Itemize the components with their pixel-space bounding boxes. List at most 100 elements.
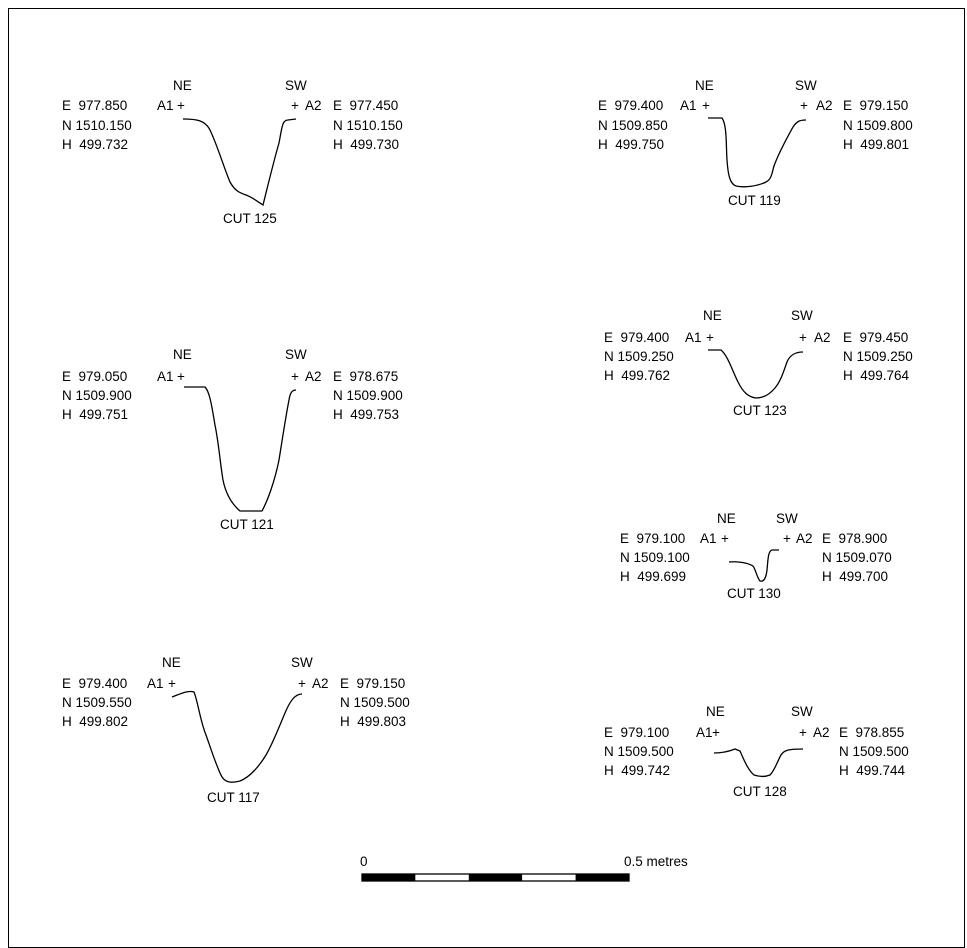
section-cut-117: NE SW E 979.400 A1 + N 1509.550 H 499.80… [62, 655, 410, 805]
sw-label: SW [791, 308, 813, 323]
a2-easting: E 978.900 [822, 531, 887, 546]
a1-easting: E 979.400 [598, 98, 663, 113]
ne-label: NE [173, 78, 192, 93]
a1-northing: N 1510.150 [62, 118, 132, 133]
cut-125-profile [182, 118, 297, 207]
a1-northing: N 1509.850 [598, 118, 668, 133]
a2-label: A2 [796, 531, 813, 546]
a2-point-marker: + [298, 676, 306, 691]
a1-point-marker: + [177, 98, 185, 113]
a2-easting: E 979.450 [843, 330, 908, 345]
a1-point-marker: + [706, 330, 714, 345]
scale-segment [522, 874, 576, 881]
a2-northing: N 1509.070 [822, 550, 892, 565]
a1-northing: N 1509.100 [620, 550, 690, 565]
a2-label: A2 [813, 725, 830, 740]
a2-northing: N 1509.250 [843, 349, 913, 364]
cut-128-profile [713, 748, 804, 778]
a1-point-marker: + [177, 369, 185, 384]
a1-height: H 499.762 [604, 368, 670, 383]
a2-label: A2 [305, 98, 322, 113]
cut-label: CUT 123 [733, 403, 787, 418]
a2-northing: N 1509.500 [340, 695, 410, 710]
section-cut-130: NE SW E 979.100 A1 + N 1509.100 H 499.69… [620, 511, 892, 601]
a1-label: A1 [147, 676, 164, 691]
cut-label: CUT 119 [728, 193, 781, 208]
a1-height: H 499.750 [598, 137, 664, 152]
ne-label: NE [717, 511, 736, 526]
a1-height: H 499.751 [62, 407, 128, 422]
section-cut-121: NE SW E 979.050 A1 + N 1509.900 H 499.75… [62, 347, 403, 532]
scale-segment [362, 874, 416, 881]
cut-label: CUT 128 [733, 784, 787, 799]
cut-121-profile [184, 386, 297, 512]
a1-easting: E 979.400 [62, 676, 127, 691]
a2-height: H 499.700 [822, 569, 888, 584]
ne-label: NE [706, 704, 725, 719]
a2-height: H 499.803 [340, 714, 406, 729]
a1-label: A1 [685, 330, 702, 345]
ne-label: NE [162, 655, 181, 670]
a2-northing: N 1510.150 [333, 118, 403, 133]
cut-label: CUT 117 [207, 790, 260, 805]
a1-height: H 499.742 [604, 763, 670, 778]
a1-height: H 499.699 [620, 569, 686, 584]
sw-label: SW [795, 78, 817, 93]
a1-label: A1 [700, 531, 717, 546]
a1-height: H 499.732 [62, 137, 128, 152]
a1-label: A1 [157, 98, 174, 113]
a2-point-marker: + [291, 369, 299, 384]
a2-point-marker: + [799, 330, 807, 345]
cut-label: CUT 130 [727, 586, 781, 601]
ne-label: NE [173, 347, 192, 362]
a2-height: H 499.801 [843, 137, 909, 152]
a1-height: H 499.802 [62, 714, 128, 729]
scale-segment [415, 874, 469, 881]
a1-point-marker: + [712, 725, 720, 740]
scale-start-label: 0 [360, 854, 368, 869]
section-cut-123: NE SW E 979.400 A1 + N 1509.250 H 499.76… [604, 308, 913, 418]
cut-123-profile [708, 349, 804, 399]
sw-label: SW [285, 78, 307, 93]
section-cut-125: NE SW E 977.850 A1 + N 1510.150 H 499.73… [62, 78, 403, 226]
scale-outline [361, 873, 630, 882]
sw-label: SW [285, 347, 307, 362]
a1-easting: E 979.100 [604, 725, 669, 740]
sw-label: SW [776, 511, 798, 526]
a1-point-marker: + [702, 98, 710, 113]
a2-easting: E 979.150 [843, 98, 908, 113]
a2-easting: E 977.450 [333, 98, 398, 113]
section-cut-128: NE SW E 979.100 A1 + N 1509.500 H 499.74… [604, 704, 909, 799]
sw-label: SW [791, 704, 813, 719]
a1-point-marker: + [168, 676, 176, 691]
a2-label: A2 [305, 369, 322, 384]
a1-northing: N 1509.550 [62, 695, 132, 710]
a2-northing: N 1509.900 [333, 388, 403, 403]
a2-height: H 499.730 [333, 137, 399, 152]
scale-segment [468, 874, 523, 881]
a2-height: H 499.753 [333, 407, 399, 422]
cut-130-profile [728, 549, 779, 582]
section-cut-119: NE SW E 979.400 A1 + N 1509.850 H 499.75… [598, 78, 913, 208]
sw-label: SW [291, 655, 313, 670]
scale-end-label: 0.5 metres [624, 854, 688, 869]
a1-easting: E 979.400 [604, 330, 669, 345]
a2-easting: E 978.855 [839, 725, 904, 740]
a2-point-marker: + [291, 98, 299, 113]
a2-easting: E 979.150 [340, 676, 405, 691]
cut-117-profile [171, 690, 303, 783]
a2-northing: N 1509.800 [843, 118, 913, 133]
a1-northing: N 1509.250 [604, 349, 674, 364]
a2-height: H 499.764 [843, 368, 910, 383]
a2-label: A2 [814, 330, 831, 345]
a2-height: H 499.744 [839, 763, 906, 778]
a1-label: A1 [680, 98, 697, 113]
a1-northing: N 1509.900 [62, 388, 132, 403]
a1-label: A1 [696, 725, 713, 740]
cut-119-profile [708, 117, 807, 188]
scale-segments [362, 874, 629, 881]
a1-easting: E 977.850 [62, 98, 127, 113]
a2-easting: E 978.675 [333, 369, 398, 384]
a2-point-marker: + [799, 725, 807, 740]
scale-bar: 0 0.5 metres [360, 854, 688, 882]
